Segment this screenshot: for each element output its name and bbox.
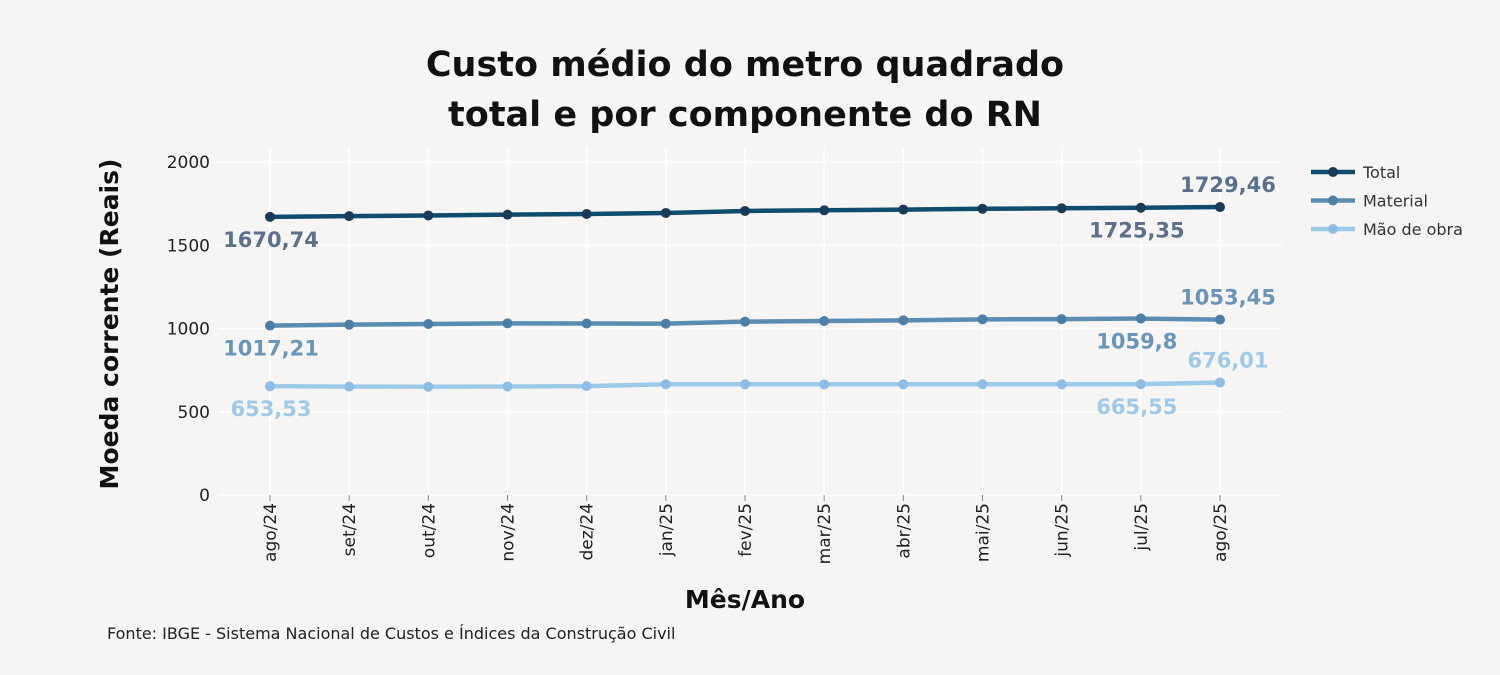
data-point bbox=[581, 208, 592, 219]
y-tick-label: 1000 bbox=[167, 320, 210, 340]
y-tick-label: 500 bbox=[178, 403, 210, 423]
data-point bbox=[423, 381, 434, 392]
legend-marker bbox=[1328, 167, 1338, 177]
data-label: 1053,45 bbox=[1180, 286, 1276, 310]
data-point bbox=[344, 319, 355, 330]
data-point bbox=[502, 209, 513, 220]
x-tick-label: ago/24 bbox=[261, 503, 281, 562]
y-tick-label: 2000 bbox=[167, 153, 210, 173]
data-labels: 1670,74 1725,35 1729,46 1017,21 1059,81053,4… bbox=[223, 173, 1276, 421]
legend: Total Material Mão de obra bbox=[1311, 163, 1463, 239]
data-label: 676,01 bbox=[1187, 348, 1268, 372]
data-label: 1017,21 bbox=[223, 337, 319, 361]
data-point bbox=[660, 207, 671, 218]
x-tick-label: abr/25 bbox=[894, 503, 914, 559]
data-point bbox=[581, 381, 592, 392]
x-tick-label: out/24 bbox=[419, 503, 439, 558]
legend-item-total: Total bbox=[1311, 163, 1400, 182]
x-tick-label: nov/24 bbox=[499, 503, 519, 562]
data-point bbox=[265, 381, 275, 392]
data-point bbox=[977, 379, 988, 390]
data-point bbox=[265, 211, 275, 222]
data-point bbox=[740, 316, 750, 327]
y-axis-title: Moeda corrente (Reais) bbox=[95, 159, 124, 490]
data-point bbox=[819, 205, 830, 216]
data-point bbox=[977, 314, 988, 325]
data-point bbox=[977, 203, 988, 214]
legend-label: Mão de obra bbox=[1363, 220, 1463, 239]
data-label: 1725,35 bbox=[1089, 219, 1185, 243]
data-point bbox=[344, 381, 355, 392]
chart-title-line2: total e por componente do RN bbox=[448, 95, 1042, 135]
data-point bbox=[1215, 202, 1225, 213]
data-point bbox=[1135, 202, 1146, 213]
legend-label: Material bbox=[1363, 192, 1428, 211]
chart-title-line1: Custo médio do metro quadrado bbox=[426, 45, 1064, 85]
data-point bbox=[423, 210, 434, 221]
x-axis-title: Mês/Ano bbox=[685, 585, 805, 614]
legend-item-mão-de-obra: Mão de obra bbox=[1311, 220, 1463, 239]
data-label: 1729,46 bbox=[1180, 173, 1276, 197]
data-label: 665,55 bbox=[1096, 395, 1177, 419]
x-tick-label: ago/25 bbox=[1211, 503, 1231, 562]
data-point bbox=[344, 211, 355, 222]
data-point bbox=[1056, 379, 1067, 390]
data-point bbox=[1056, 203, 1067, 214]
series-layer bbox=[265, 202, 1225, 392]
y-tick-label: 0 bbox=[199, 486, 210, 506]
data-label: 653,53 bbox=[230, 397, 311, 421]
x-tick-label: jul/25 bbox=[1132, 503, 1152, 552]
data-point bbox=[898, 204, 909, 215]
data-point bbox=[898, 379, 909, 390]
data-point bbox=[1135, 313, 1146, 324]
data-point bbox=[819, 379, 830, 390]
legend-item-material: Material bbox=[1311, 192, 1428, 211]
data-point bbox=[423, 319, 434, 330]
y-axis-ticks: 0 500 1000 1500 2000 bbox=[167, 153, 210, 506]
data-point bbox=[740, 379, 750, 390]
data-point bbox=[1215, 377, 1225, 388]
data-point bbox=[502, 318, 513, 329]
x-tick-label: jan/25 bbox=[657, 503, 677, 557]
data-point bbox=[502, 381, 513, 392]
legend-marker bbox=[1328, 195, 1338, 206]
data-point bbox=[740, 205, 750, 216]
data-point bbox=[1056, 314, 1067, 325]
x-tick-label: mar/25 bbox=[815, 503, 835, 564]
x-axis-ticks: ago/24 set/24 out/24 nov/24 dez/24 jan/25 fev/… bbox=[261, 495, 1231, 564]
data-point bbox=[581, 318, 592, 329]
data-point bbox=[265, 320, 275, 331]
data-point bbox=[819, 316, 830, 327]
data-label: 1059,8 bbox=[1096, 330, 1177, 354]
series-total bbox=[265, 202, 1225, 222]
data-point bbox=[898, 315, 909, 326]
data-label: 1670,74 bbox=[223, 228, 319, 252]
series-mão-de-obra bbox=[265, 377, 1225, 392]
x-tick-label: jun/25 bbox=[1053, 503, 1073, 558]
data-point bbox=[660, 379, 671, 390]
legend-marker bbox=[1328, 224, 1338, 234]
x-tick-label: fev/25 bbox=[736, 503, 756, 557]
legend-label: Total bbox=[1362, 163, 1400, 182]
y-tick-label: 1500 bbox=[167, 236, 210, 256]
x-tick-label: dez/24 bbox=[578, 503, 598, 561]
data-point bbox=[1215, 314, 1225, 325]
x-tick-label: set/24 bbox=[340, 503, 360, 556]
data-point bbox=[660, 318, 671, 329]
series-material bbox=[265, 313, 1225, 331]
source-note: Fonte: IBGE - Sistema Nacional de Custos… bbox=[107, 624, 675, 643]
data-point bbox=[1135, 379, 1146, 390]
x-tick-label: mai/25 bbox=[974, 503, 994, 562]
